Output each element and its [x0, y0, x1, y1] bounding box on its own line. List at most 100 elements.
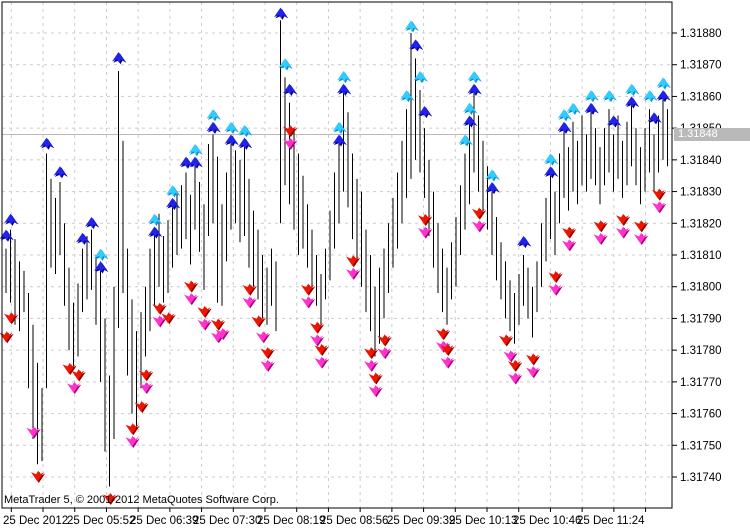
time-tick-label: 25 Dec 10:13	[449, 515, 517, 527]
up-arrow-blue-icon	[517, 235, 530, 247]
down-arrow-red-icon	[593, 220, 607, 232]
down-arrow-magenta-icon	[67, 381, 80, 393]
down-arrow-magenta-icon	[368, 385, 382, 397]
down-arrow-red-icon	[242, 283, 256, 295]
down-arrow-red-icon	[314, 343, 328, 355]
up-arrow-cyan-icon	[238, 124, 251, 136]
down-arrow-magenta-icon	[364, 359, 377, 371]
down-arrow-red-icon	[62, 362, 76, 374]
up-arrow-cyan-icon	[544, 153, 557, 165]
down-arrow-red-icon	[548, 270, 562, 282]
up-arrow-blue-icon	[625, 96, 638, 108]
down-arrow-red-icon	[436, 327, 449, 339]
price-tick-label: 1.31800	[680, 282, 722, 294]
up-arrow-cyan-icon	[188, 143, 202, 155]
down-arrow-red-icon	[125, 423, 139, 435]
down-arrow-magenta-icon	[125, 435, 139, 447]
down-arrow-red-icon	[418, 213, 431, 225]
down-arrow-red-icon	[526, 353, 539, 365]
down-arrow-red-icon	[103, 492, 116, 504]
up-arrow-cyan-icon	[332, 121, 346, 133]
down-arrow-magenta-icon	[503, 350, 517, 362]
up-arrow-cyan-icon	[458, 134, 472, 146]
down-arrow-magenta-icon	[139, 381, 152, 393]
price-tick-label: 1.31830	[680, 187, 722, 199]
time-tick-label: 25 Dec 06:39	[130, 515, 198, 527]
down-arrow-magenta-icon	[418, 226, 431, 238]
price-tick-label: 1.31860	[680, 91, 722, 103]
up-arrow-cyan-icon	[400, 90, 413, 102]
price-tick-label: 1.31810	[680, 250, 722, 262]
down-arrow-magenta-icon	[184, 293, 197, 305]
time-tick-label: 25 Dec 07:30	[193, 515, 261, 527]
down-arrow-magenta-icon	[616, 226, 629, 238]
down-arrow-magenta-icon	[634, 232, 647, 244]
up-arrow-blue-icon	[40, 137, 53, 149]
up-arrow-blue-icon	[76, 232, 89, 244]
price-tick-label: 1.31780	[680, 345, 722, 357]
up-arrow-blue-icon	[188, 156, 202, 168]
down-arrow-magenta-icon	[472, 220, 485, 232]
up-arrow-blue-icon	[485, 182, 499, 194]
down-arrow-red-icon	[377, 334, 391, 346]
up-arrow-cyan-icon	[404, 20, 418, 32]
down-arrow-magenta-icon	[256, 331, 269, 343]
up-arrow-blue-icon	[337, 83, 350, 95]
down-arrow-magenta-icon	[260, 359, 274, 371]
up-arrow-blue-icon	[467, 83, 481, 95]
up-arrow-cyan-icon	[206, 109, 220, 121]
down-arrow-magenta-icon	[526, 365, 539, 377]
down-arrow-magenta-icon	[242, 296, 256, 308]
down-arrow-red-icon	[508, 359, 521, 371]
up-arrow-blue-icon	[584, 102, 598, 114]
up-arrow-cyan-icon	[584, 90, 598, 102]
up-arrow-blue-icon	[148, 226, 161, 238]
up-arrow-blue-icon	[94, 261, 107, 273]
up-arrow-blue-icon	[4, 213, 17, 225]
up-arrow-blue-icon	[179, 156, 193, 168]
up-arrow-blue-icon	[557, 121, 571, 133]
time-tick-label: 25 Dec 08:19	[257, 515, 325, 527]
up-arrow-cyan-icon	[337, 71, 350, 83]
time-tick-label: 25 Dec 05:52	[67, 515, 135, 527]
up-arrow-cyan-icon	[148, 213, 161, 225]
down-arrow-magenta-icon	[314, 356, 328, 368]
price-tick-label: 1.31740	[680, 472, 722, 484]
down-arrow-magenta-icon	[377, 346, 391, 358]
down-arrow-magenta-icon	[197, 318, 211, 330]
up-arrow-blue-icon	[0, 229, 13, 241]
up-arrow-blue-icon	[418, 105, 431, 117]
current-price-label: 1.31848	[674, 128, 750, 141]
down-arrow-magenta-icon	[346, 267, 359, 279]
up-arrow-blue-icon	[53, 166, 67, 178]
down-arrow-red-icon	[197, 305, 211, 317]
down-arrow-red-icon	[71, 369, 85, 381]
price-tick-label: 1.31880	[680, 28, 722, 40]
up-arrow-blue-icon	[166, 197, 179, 209]
down-arrow-magenta-icon	[652, 201, 665, 213]
price-tick-label: 1.31870	[680, 60, 722, 72]
up-arrow-cyan-icon	[643, 90, 656, 102]
down-arrow-red-icon	[346, 254, 359, 266]
time-tick-label: 25 Dec 08:56	[320, 515, 388, 527]
price-tick-label: 1.31840	[680, 155, 722, 167]
up-arrow-cyan-icon	[94, 248, 107, 260]
time-tick-label: 25 Dec 2012	[3, 515, 68, 527]
down-arrow-red-icon	[211, 318, 224, 330]
up-arrow-cyan-icon	[278, 58, 292, 70]
up-arrow-blue-icon	[647, 112, 661, 124]
down-arrow-red-icon	[472, 207, 485, 219]
up-arrow-cyan-icon	[656, 77, 670, 89]
down-arrow-red-icon	[310, 321, 323, 333]
up-arrow-blue-icon	[656, 90, 670, 102]
time-tick-label: 25 Dec 11:24	[577, 515, 645, 527]
up-arrow-blue-icon	[112, 52, 125, 64]
up-arrow-cyan-icon	[557, 109, 571, 121]
up-arrow-blue-icon	[224, 134, 238, 146]
down-arrow-magenta-icon	[508, 372, 521, 384]
down-arrow-magenta-icon	[562, 239, 575, 251]
down-arrow-red-icon	[634, 220, 647, 232]
up-arrow-cyan-icon	[413, 71, 427, 83]
